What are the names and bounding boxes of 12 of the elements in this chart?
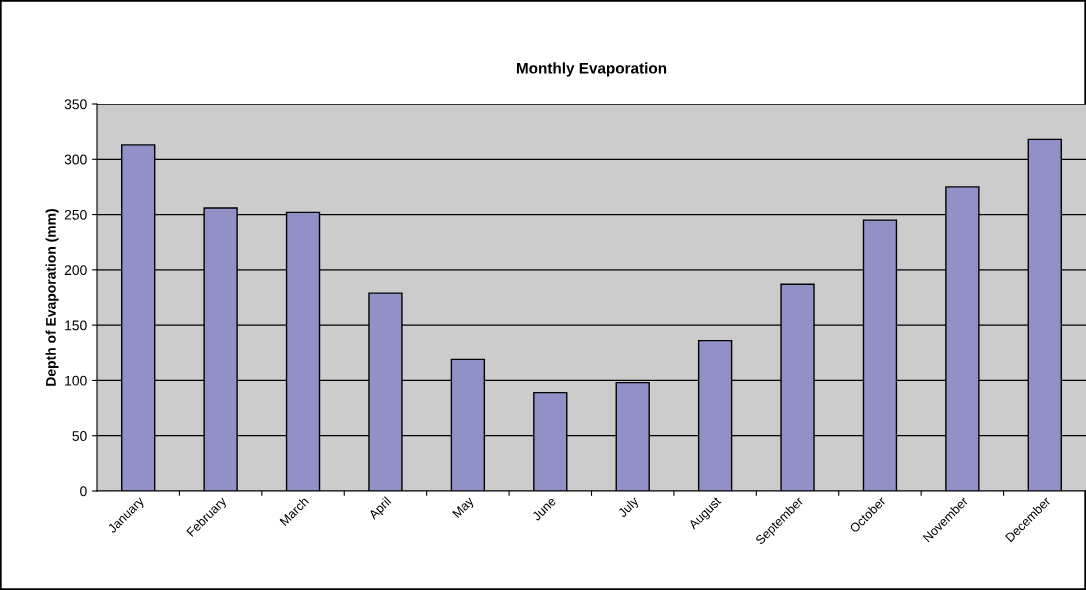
y-tick-label: 200: [64, 265, 87, 276]
y-tick-label: 100: [65, 375, 87, 386]
y-tick-label: 150: [65, 320, 87, 331]
y-tick-label: 50: [72, 431, 87, 441]
y-tick-label: 350: [64, 99, 87, 110]
y-axis-title: Depth of Evaporation (mm): [45, 209, 59, 386]
chart-title: Monthly Evaporation: [516, 62, 667, 77]
x-tick-label: July: [617, 495, 641, 520]
y-tick-label: 300: [64, 154, 87, 165]
y-tick-label: 0: [80, 486, 87, 497]
x-tick-label: May: [452, 496, 477, 520]
y-tick-label: 250: [64, 209, 87, 220]
